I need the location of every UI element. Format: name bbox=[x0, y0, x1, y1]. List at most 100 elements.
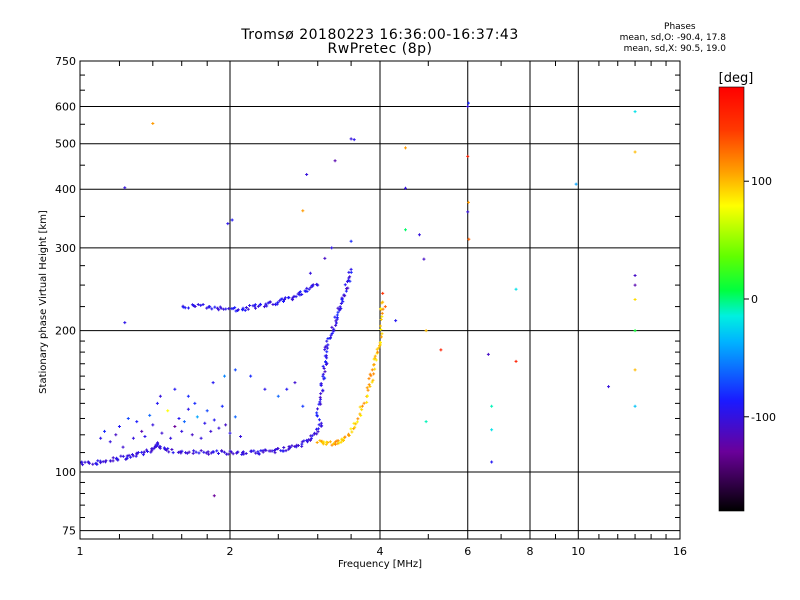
trace-point bbox=[360, 404, 364, 408]
phase-stats-title: Phases bbox=[664, 22, 696, 32]
scatter-point bbox=[305, 172, 309, 176]
y-tick-label: 75 bbox=[62, 525, 76, 538]
scatter-point bbox=[212, 494, 216, 498]
trace-point bbox=[341, 300, 345, 304]
trace-point bbox=[346, 286, 350, 290]
scatter-point bbox=[199, 436, 203, 440]
scatter-point bbox=[263, 387, 267, 391]
trace-point bbox=[324, 354, 328, 358]
scatter-point bbox=[633, 283, 637, 287]
trace-point bbox=[181, 305, 185, 309]
trace-point bbox=[217, 452, 221, 456]
trace-point bbox=[193, 305, 197, 309]
trace-point bbox=[282, 446, 286, 450]
phase-stats-o: mean, sd,O: -90.4, 17.8 bbox=[619, 33, 726, 43]
scatter-point bbox=[439, 348, 443, 352]
trace-point bbox=[267, 300, 271, 304]
y-tick-label: 400 bbox=[55, 183, 76, 196]
trace-point bbox=[334, 321, 338, 325]
trace-point bbox=[217, 308, 221, 312]
trace-point bbox=[246, 307, 250, 311]
scatter-point bbox=[381, 291, 385, 295]
trace-point bbox=[315, 432, 319, 436]
trace-point bbox=[316, 427, 320, 431]
trace-point bbox=[323, 376, 327, 380]
scatter-point bbox=[293, 381, 297, 385]
chart-subtitle: RwPretec (8p) bbox=[327, 41, 433, 57]
trace-point bbox=[358, 412, 362, 416]
trace-point bbox=[379, 335, 383, 339]
trace-point bbox=[309, 285, 313, 289]
scatter-point bbox=[249, 374, 253, 378]
colorbar-tick-label: 0 bbox=[751, 293, 758, 306]
x-tick-label: 8 bbox=[527, 545, 534, 558]
scatter-point bbox=[173, 424, 177, 428]
trace-point bbox=[152, 447, 156, 451]
trace-point bbox=[339, 301, 343, 305]
phase-stats-x: mean, sd,X: 90.5, 19.0 bbox=[623, 44, 726, 54]
trace-point bbox=[241, 450, 245, 454]
scatter-point bbox=[169, 436, 173, 440]
trace-point bbox=[284, 449, 288, 453]
scatter-point bbox=[417, 233, 421, 237]
trace-point bbox=[129, 455, 133, 459]
scatter-point bbox=[490, 428, 494, 432]
grid-lines bbox=[79, 60, 681, 539]
trace-point bbox=[99, 461, 103, 465]
trace-point bbox=[205, 306, 209, 310]
trace-point bbox=[379, 307, 383, 311]
scatter-point bbox=[607, 385, 611, 389]
trace-point bbox=[329, 333, 333, 337]
x-axis-label: Frequency [MHz] bbox=[338, 559, 422, 570]
trace-point bbox=[281, 299, 285, 303]
trace-point bbox=[370, 380, 374, 384]
scatter-point bbox=[301, 209, 305, 213]
trace-point bbox=[324, 344, 328, 348]
trace-point bbox=[322, 366, 326, 370]
trace-point bbox=[379, 317, 383, 321]
trace-point bbox=[279, 449, 283, 453]
trace-point bbox=[294, 445, 298, 449]
scatter-point bbox=[514, 359, 518, 363]
trace-point bbox=[259, 302, 263, 306]
trace-point bbox=[330, 332, 334, 336]
trace-point bbox=[368, 384, 372, 388]
trace-point bbox=[229, 450, 233, 454]
trace-point bbox=[243, 308, 247, 312]
trace-point bbox=[338, 305, 342, 309]
x-tick-label: 4 bbox=[377, 545, 384, 558]
trace-point bbox=[335, 316, 339, 320]
scatter-point bbox=[333, 159, 337, 163]
scatter-point bbox=[424, 329, 428, 333]
y-tick-label: 750 bbox=[55, 55, 76, 68]
trace-point bbox=[220, 449, 224, 453]
trace-point bbox=[136, 451, 140, 455]
trace-point bbox=[319, 421, 323, 425]
trace-point bbox=[231, 307, 235, 311]
scatter-point bbox=[323, 256, 327, 260]
trace-point bbox=[199, 449, 203, 453]
scatter-point bbox=[135, 420, 139, 424]
trace-point bbox=[96, 459, 100, 463]
trace-point bbox=[264, 302, 268, 306]
scatter-point bbox=[466, 105, 470, 109]
trace-point bbox=[265, 304, 269, 308]
scatter-point bbox=[99, 436, 103, 440]
trace-point bbox=[377, 346, 381, 350]
trace-point bbox=[276, 446, 280, 450]
trace-point bbox=[316, 283, 320, 287]
trace-point bbox=[171, 451, 175, 455]
trace-point bbox=[184, 451, 188, 455]
trace-point bbox=[339, 440, 343, 444]
scatter-point bbox=[155, 401, 159, 405]
scatter-point bbox=[633, 368, 637, 372]
trace-point bbox=[208, 305, 212, 309]
trace-point bbox=[294, 295, 298, 299]
trace-point bbox=[372, 362, 376, 366]
trace-point bbox=[288, 445, 292, 449]
scatter-point bbox=[211, 381, 215, 385]
trace-point bbox=[333, 315, 337, 319]
trace-point bbox=[355, 420, 359, 424]
trace-point bbox=[125, 456, 129, 460]
trace-point bbox=[127, 453, 131, 457]
